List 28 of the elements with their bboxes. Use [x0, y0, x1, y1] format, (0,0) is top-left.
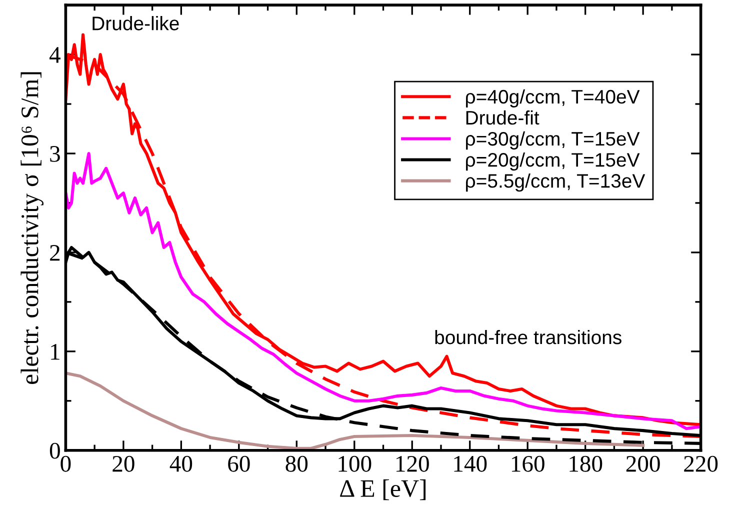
- y-tick-label: 4: [49, 47, 60, 63]
- x-tick-label: 40: [170, 456, 192, 472]
- line-series: [66, 152, 701, 430]
- x-tick-label: 140: [454, 456, 487, 472]
- annotation: Drude-like: [92, 16, 179, 30]
- legend-label: ρ=30g/ccm, T=15eV: [466, 131, 640, 150]
- x-tick-label: 180: [570, 456, 602, 472]
- x-tick-label: 120: [396, 456, 429, 472]
- line-series: [66, 372, 645, 450]
- y-axis-title: electr. conductivity σ [10⁶ S/m]: [20, 72, 44, 384]
- x-tick-label: 100: [338, 456, 372, 472]
- legend-label: ρ=40g/ccm, T=40eV: [466, 89, 640, 108]
- y-tick-label: 0: [50, 442, 60, 459]
- annotation: bound-free transitions: [435, 330, 622, 344]
- x-tick-label: 200: [626, 456, 660, 472]
- y-tick-label: 3: [50, 146, 60, 162]
- x-tick-label: 160: [512, 456, 544, 472]
- y-tick-label: 1: [51, 344, 60, 360]
- x-axis-title: Δ E [eV]: [340, 479, 426, 500]
- x-tick-label: 220: [684, 456, 718, 472]
- legend-label: Drude-fit: [466, 110, 540, 125]
- x-tick-label: 60: [228, 456, 250, 472]
- y-tick-label: 2: [50, 244, 60, 261]
- legend-label: ρ=5.5g/ccm, T=13eV: [466, 174, 646, 192]
- x-tick-label: 80: [286, 456, 308, 472]
- x-tick-label: 0: [60, 456, 71, 472]
- legend-label: ρ=20g/ccm, T=15eV: [466, 152, 640, 171]
- x-tick-label: 20: [112, 456, 134, 472]
